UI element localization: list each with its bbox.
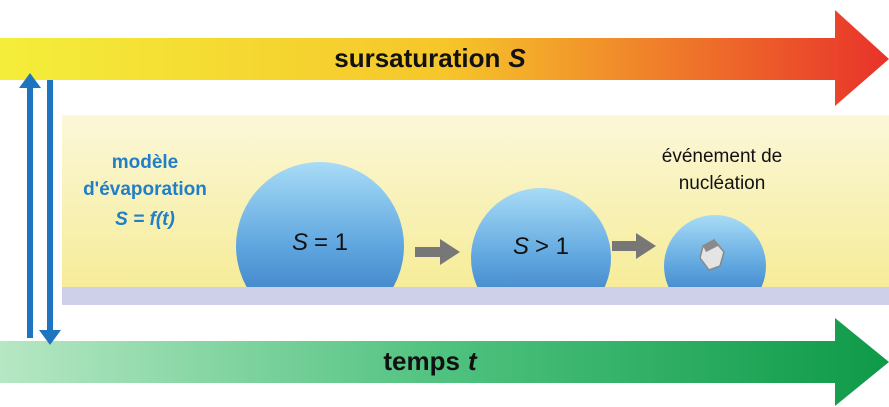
model-line: d'évaporation <box>83 179 207 200</box>
label: temps <box>383 346 460 376</box>
top-label: sursaturation S <box>334 43 526 73</box>
relation: > 1 <box>535 233 569 260</box>
symbol: S <box>508 43 526 73</box>
page: sursaturation S tempst modèle d'évaporati… <box>0 0 889 407</box>
symbol: S <box>292 229 308 256</box>
surface <box>62 287 889 305</box>
diagram: sursaturation S tempst modèle d'évaporati… <box>0 0 889 407</box>
model-line: modèle <box>112 152 179 173</box>
symbol: t <box>468 346 478 376</box>
droplet-label: S= 1 <box>292 229 348 256</box>
relation: = 1 <box>314 229 348 256</box>
double-arrow <box>19 73 61 345</box>
symbol: S <box>513 233 529 260</box>
event-line: événement de <box>662 146 782 167</box>
model-equation: S = f(t) <box>115 209 175 230</box>
event-line: nucléation <box>679 173 766 194</box>
droplet-label: S> 1 <box>513 233 569 260</box>
label: sursaturation <box>334 43 500 73</box>
